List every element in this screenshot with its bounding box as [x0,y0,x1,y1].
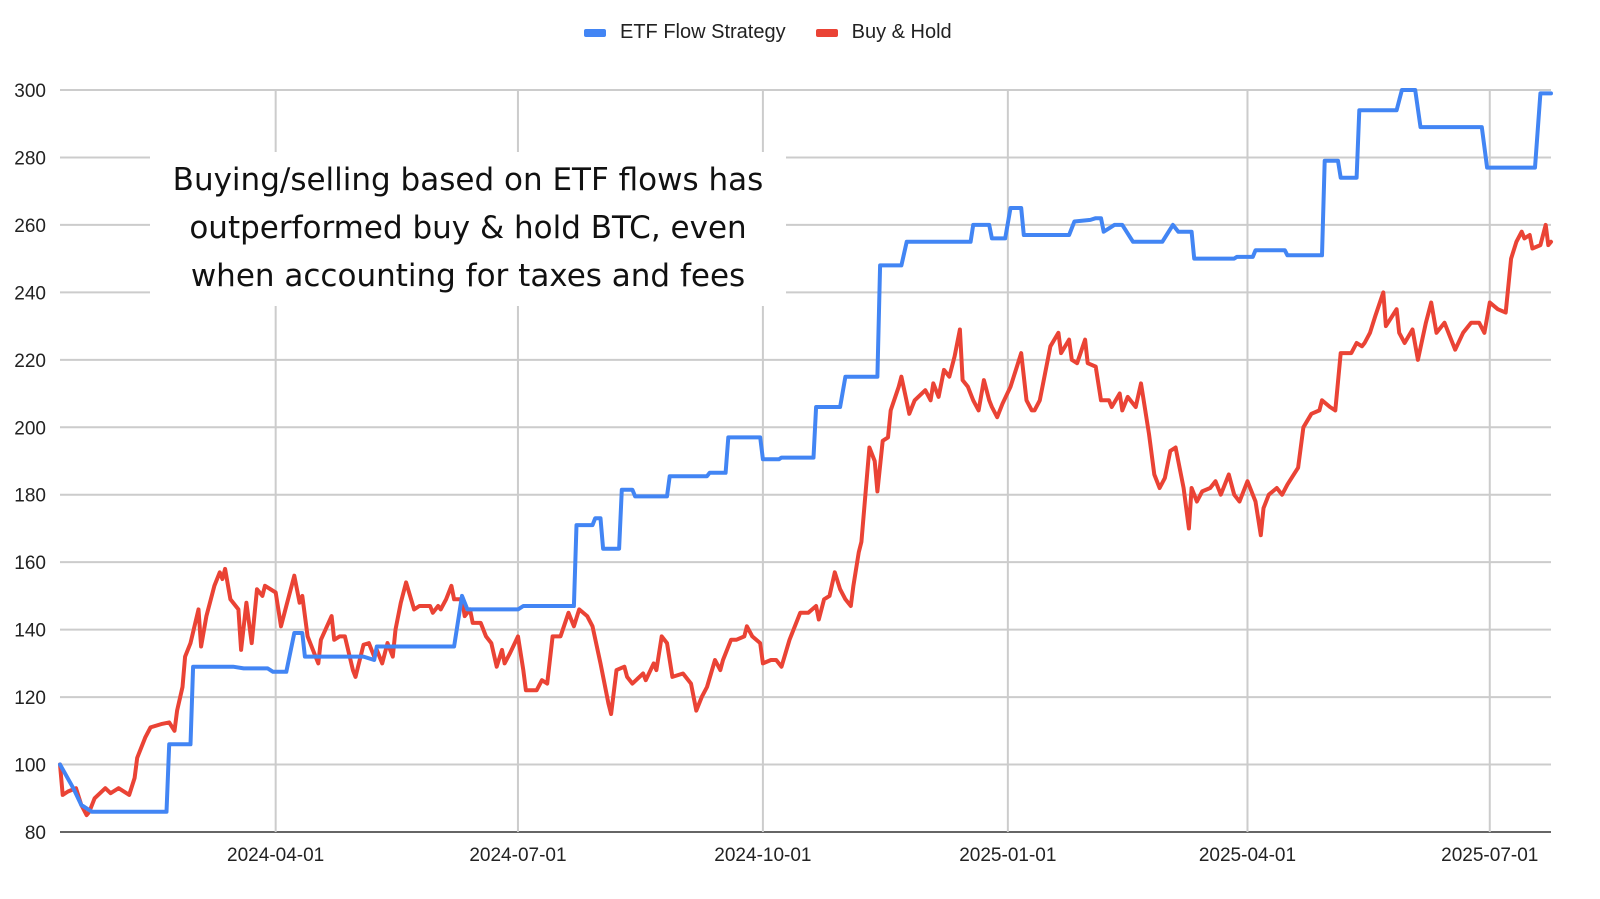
x-axis: 2024-04-01 2024-07-01 2024-10-01 2025-01-01… [227,845,1538,866]
legend-item-etf-flow-strategy[interactable]: ETF Flow Strategy [584,21,786,44]
series-lines [58,88,1553,818]
x-tick-label: 2025-01-01 [959,845,1056,866]
x-tick-label: 2025-07-01 [1441,845,1538,866]
chart-annotation: Buying/selling based on ETF flows has ou… [150,152,786,306]
annotation-line: Buying/selling based on ETF flows has [172,162,764,198]
y-tick-label: 180 [14,486,46,507]
y-tick-label: 300 [14,81,46,102]
legend: ETF Flow Strategy Buy & Hold [584,21,982,44]
annotation-line: outperformed buy & hold BTC, even [189,210,747,246]
y-tick-label: 100 [14,756,46,777]
y-tick-label: 120 [14,688,46,709]
x-tick-label: 2024-07-01 [469,845,566,866]
y-tick-label: 240 [14,283,46,304]
y-tick-label: 80 [25,823,46,844]
legend-label: Buy & Hold [851,21,952,43]
legend-label: ETF Flow Strategy [620,21,786,43]
legend-item-buy-and-hold[interactable]: Buy & Hold [815,21,952,44]
y-tick-label: 260 [14,216,46,237]
x-tick-label: 2024-04-01 [227,845,324,866]
annotation-line: when accounting for taxes and fees [190,258,746,294]
x-tick-label: 2025-04-01 [1199,845,1296,866]
y-axis: 80 100 120 140 160 180 200 220 240 260 280 300 [14,81,46,844]
series-line-buy-hold [58,222,1553,818]
y-tick-label: 200 [14,418,46,439]
legend-swatch-red [815,28,838,37]
x-tick-label: 2024-10-01 [714,845,811,866]
y-tick-label: 280 [14,148,46,169]
y-tick-label: 220 [14,351,46,372]
series-line-etf-flow-strategy [58,88,1553,814]
legend-swatch-blue [584,28,606,37]
y-tick-label: 160 [14,553,46,574]
y-tick-label: 140 [14,621,46,642]
